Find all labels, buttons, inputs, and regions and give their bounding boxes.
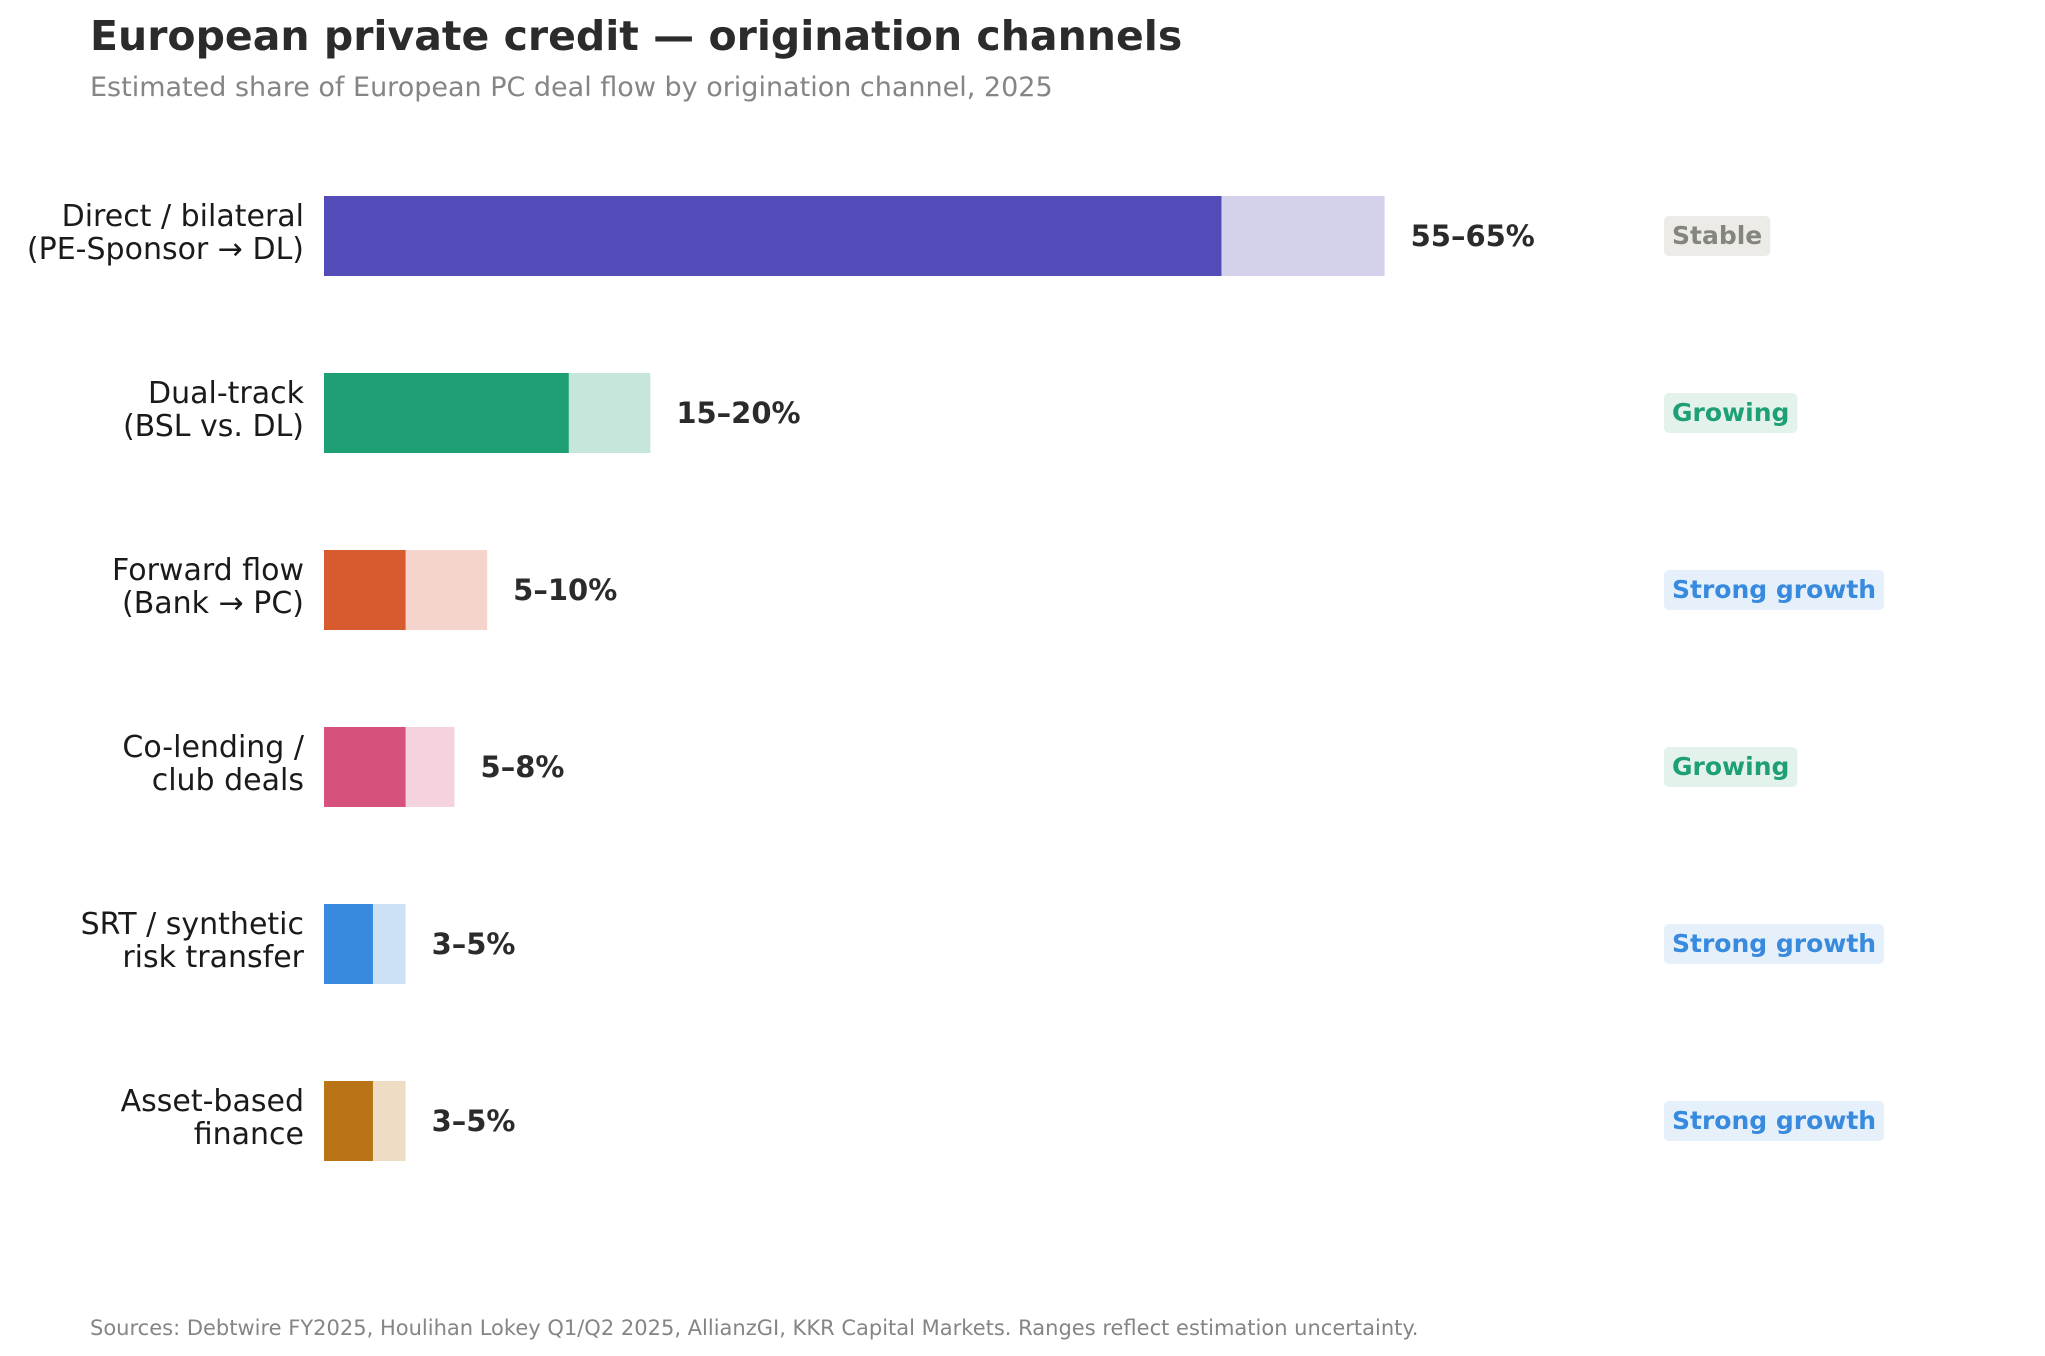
bar-chart: Direct / bilateral (PE-Sponsor → DL) 55–65… bbox=[27, 196, 1885, 1161]
value-label: 15–20% bbox=[676, 396, 800, 430]
source-note: Sources: Debtwire FY2025, Houlihan Lokey… bbox=[90, 1316, 1419, 1340]
trend-badge-text: Stable bbox=[1672, 221, 1762, 250]
category-label: Direct / bilateral (PE-Sponsor → DL) bbox=[27, 199, 304, 267]
value-label: 5–10% bbox=[513, 573, 617, 607]
trend-badge bbox=[1664, 747, 1798, 787]
value-label: 3–5% bbox=[432, 927, 516, 961]
trend-badge bbox=[1664, 570, 1885, 610]
trend-badge bbox=[1664, 924, 1885, 964]
chart-title: European private credit — origination ch… bbox=[90, 12, 1183, 60]
chart-subtitle: Estimated share of European PC deal flow… bbox=[90, 72, 1053, 103]
category-label: Co-lending / club deals bbox=[122, 730, 304, 798]
bar-low bbox=[324, 904, 373, 984]
trend-badge-text: Strong growth bbox=[1672, 575, 1876, 604]
value-label: 3–5% bbox=[432, 1104, 516, 1138]
bar-low bbox=[324, 373, 569, 453]
category-label: Forward flow (Bank → PC) bbox=[112, 553, 304, 621]
bar-low bbox=[324, 1081, 373, 1161]
bar-low bbox=[324, 727, 406, 807]
bar-low bbox=[324, 550, 406, 630]
trend-badge-text: Growing bbox=[1672, 398, 1789, 427]
trend-badge-text: Strong growth bbox=[1672, 1106, 1876, 1135]
category-label: Asset-based finance bbox=[121, 1084, 304, 1152]
trend-badge bbox=[1664, 1101, 1885, 1141]
trend-badge-text: Strong growth bbox=[1672, 929, 1876, 958]
category-label: SRT / synthetic risk transfer bbox=[81, 907, 305, 975]
value-label: 55–65% bbox=[1411, 219, 1535, 253]
category-label: Dual-track (BSL vs. DL) bbox=[123, 376, 305, 444]
trend-badge bbox=[1664, 216, 1771, 256]
value-label: 5–8% bbox=[481, 750, 565, 784]
trend-badge bbox=[1664, 393, 1798, 433]
trend-badge-text: Growing bbox=[1672, 752, 1789, 781]
bar-low bbox=[324, 196, 1222, 276]
